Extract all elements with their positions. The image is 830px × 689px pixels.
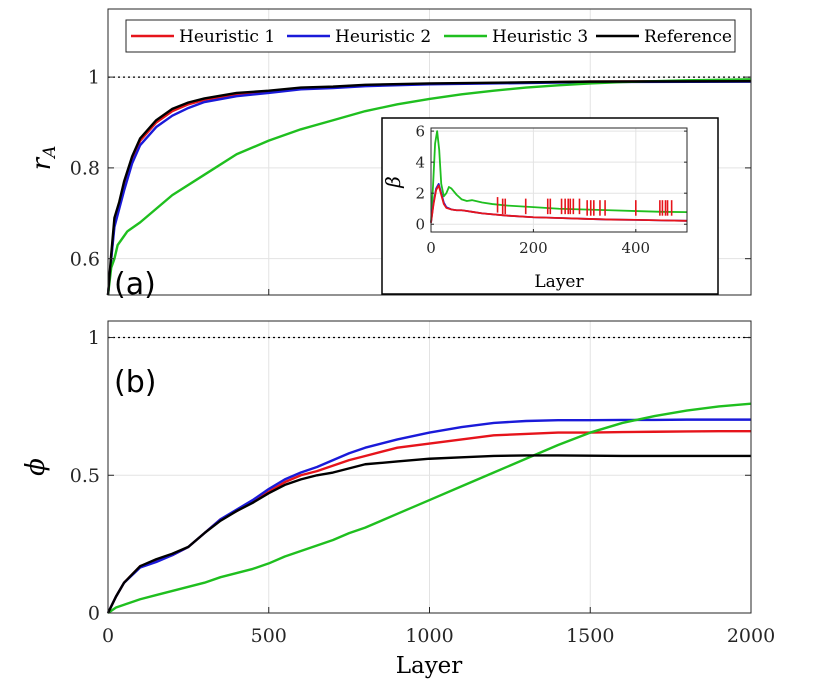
panel-b-xtick-label: 0 <box>102 625 114 647</box>
panel-b-series-heuristic-2 <box>106 418 751 614</box>
panel-a-series <box>106 78 752 296</box>
panel-b-label: (b) <box>114 365 156 400</box>
svg-text:ϕ: ϕ <box>21 458 51 476</box>
panel-b-ytick-label: 1 <box>88 327 100 349</box>
panel-b-series-reference <box>106 454 751 614</box>
legend: Heuristic 1 Heuristic 2 Heuristic 3 Refe… <box>125 19 736 53</box>
panel-b-x-ticks: 0 500 1000 1500 2000 <box>102 607 775 647</box>
legend-label-heuristic-1: Heuristic 1 <box>179 27 275 47</box>
inset: 0 2 4 6 0 200 400 Layer β <box>381 117 719 295</box>
legend-label-reference: Reference <box>644 27 732 47</box>
panel-a: 0.6 0.8 1 (a) rA Heuristic 1 Heuristic 2 H… <box>27 8 752 302</box>
inset-ytick-label: 2 <box>415 184 425 202</box>
inset-x-ticks: 0 200 400 <box>426 229 650 257</box>
inset-ytick-label: 0 <box>415 215 425 233</box>
panel-a-ytick-label: 0.6 <box>70 248 100 270</box>
panel-b-series-heuristic-3 <box>107 402 752 614</box>
legend-label-heuristic-2: Heuristic 2 <box>335 27 431 47</box>
panel-a-ytick-label: 0.8 <box>70 158 100 180</box>
panel-b-xtick-label: 1500 <box>566 625 614 647</box>
legend-label-heuristic-3: Heuristic 3 <box>492 27 588 47</box>
inset-xtick-label: 0 <box>426 239 436 257</box>
panel-a-ylabel-main: r <box>27 156 57 170</box>
svg-text:rA: rA <box>27 146 60 171</box>
inset-ytick-label: 6 <box>415 122 425 140</box>
panel-b-y-ticks: 00.51 <box>70 327 751 625</box>
inset-axes-box <box>430 127 688 233</box>
panel-a-ylabel: rA <box>27 146 60 171</box>
panel-a-label: (a) <box>114 267 156 302</box>
svg-text:β: β <box>381 176 405 189</box>
panel-a-series-heuristic-2 <box>106 80 752 296</box>
inset-ylabel: β <box>381 176 405 189</box>
panel-b-xtick-label: 2000 <box>727 625 775 647</box>
inset-series <box>430 130 688 223</box>
panel-b-xtick-label: 1000 <box>405 625 453 647</box>
inset-y-ticks: 0 2 4 6 <box>415 122 687 233</box>
inset-xtick-label: 400 <box>621 239 650 257</box>
panel-a-series-reference <box>106 79 752 296</box>
inset-xtick-label: 200 <box>519 239 548 257</box>
panel-a-ytick-label: 1 <box>88 67 100 89</box>
inset-series-heuristic-1 <box>430 184 688 223</box>
inset-ytick-label: 4 <box>415 153 425 171</box>
panel-b-ytick-label: 0.5 <box>70 465 100 487</box>
panel-b-ylabel: ϕ <box>21 458 51 476</box>
panel-a-ylabel-sub: A <box>40 146 60 160</box>
inset-xlabel: Layer <box>534 272 584 292</box>
panel-b: 00.51 0 500 1000 1500 2000 (b) Layer ϕ <box>21 320 775 679</box>
panel-b-series <box>106 402 752 614</box>
panel-b-xlabel: Layer <box>396 653 463 679</box>
panel-b-ytick-label: 0 <box>88 603 100 625</box>
inset-series-heuristic-3 <box>430 130 688 223</box>
panel-a-y-ticks: 0.6 0.8 1 <box>70 67 752 295</box>
panel-b-xtick-label: 500 <box>251 625 287 647</box>
